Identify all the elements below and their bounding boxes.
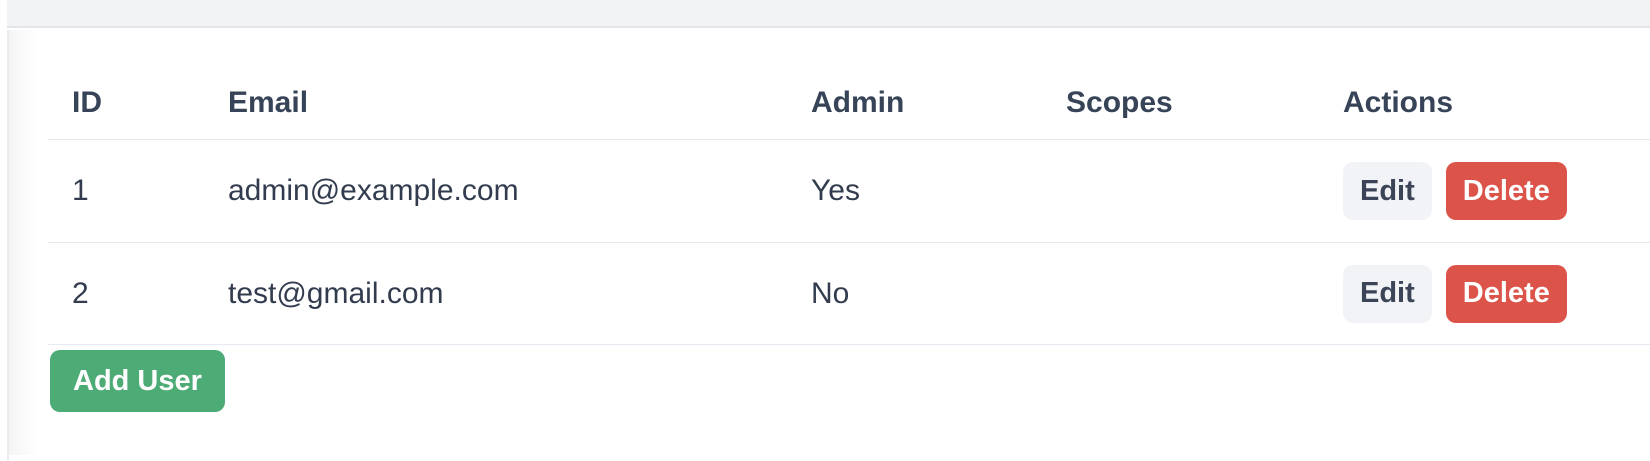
cell-id: 1 (72, 174, 89, 207)
table-header-row: ID Email Admin Scopes Actions (48, 66, 1650, 140)
column-header-email: Email (228, 85, 309, 119)
delete-button[interactable]: Delete (1445, 162, 1567, 220)
cell-actions: Edit Delete (1319, 162, 1650, 220)
cell-admin: Yes (811, 174, 860, 207)
cell-actions: Edit Delete (1319, 264, 1650, 323)
users-table: ID Email Admin Scopes Actions 1 admin@ex… (48, 66, 1650, 345)
column-header-actions: Actions (1343, 85, 1454, 119)
top-bar (7, 0, 1650, 28)
cell-email: admin@example.com (228, 174, 519, 207)
edit-button[interactable]: Edit (1343, 162, 1432, 220)
edit-button[interactable]: Edit (1343, 264, 1432, 323)
panel-left-border (7, 30, 9, 461)
column-header-id: ID (72, 85, 102, 119)
cell-email: test@gmail.com (228, 276, 444, 310)
table-row: 1 admin@example.com Yes Edit Delete (48, 140, 1650, 243)
panel-left-shadow (9, 30, 39, 455)
delete-button[interactable]: Delete (1445, 264, 1567, 323)
cell-id: 2 (72, 276, 89, 310)
cell-admin: No (811, 276, 850, 310)
add-user-button[interactable]: Add User (50, 350, 225, 412)
content-area: ID Email Admin Scopes Actions 1 admin@ex… (9, 30, 1650, 461)
column-header-scopes: Scopes (1066, 85, 1173, 119)
column-header-admin: Admin (811, 85, 905, 119)
table-row: 2 test@gmail.com No Edit Delete (48, 243, 1650, 345)
